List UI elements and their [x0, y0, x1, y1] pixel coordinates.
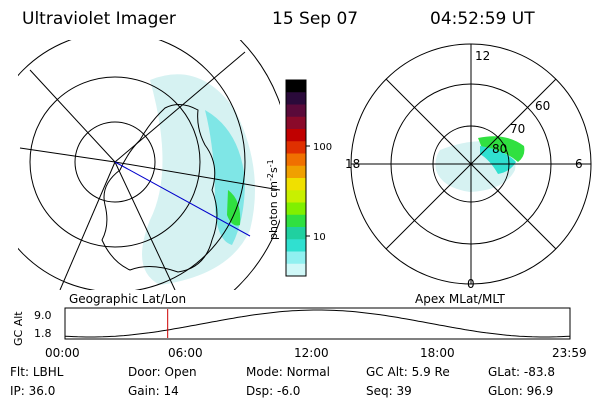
- status-glon: GLon: 96.9: [488, 384, 553, 398]
- coastline: [101, 104, 218, 273]
- status-door: Door: Open: [128, 365, 197, 379]
- meridian-2: [114, 161, 280, 191]
- status-glat: GLat: -83.8: [488, 365, 555, 379]
- colorbar-segment: [286, 104, 306, 118]
- meridian-6: [59, 161, 116, 290]
- timeline-frame: [64, 307, 571, 340]
- colorbar-segment: [286, 141, 306, 154]
- aurora-glow-bright: [227, 190, 241, 226]
- lat-circle-3: [18, 40, 246, 290]
- colorbar-segment: [286, 227, 306, 240]
- colorbar-segment: [286, 202, 306, 216]
- colorbar-unit-label: photon cm-2s-1: [266, 159, 280, 240]
- meridian-4: [29, 69, 116, 163]
- date-label: 15 Sep 07: [272, 9, 358, 29]
- geographic-map: [18, 40, 280, 290]
- timeline-xtick-1: 06:00: [168, 346, 203, 360]
- status-dsp: Dsp: -6.0: [246, 384, 300, 398]
- colorbar-segment: [286, 116, 306, 130]
- mlt-label-0: 0: [467, 277, 475, 291]
- geo-panel-label: Geographic Lat/Lon: [69, 292, 186, 306]
- colorbar-segment: [286, 178, 306, 191]
- status-footer: Flt: LBHL Door: Open Mode: Normal GC Alt…: [10, 365, 555, 398]
- timeline-ylabel: GC Alt: [12, 311, 25, 346]
- status-gc-alt: GC Alt: 5.9 Re: [366, 365, 450, 379]
- colorbar-segment: [286, 92, 306, 105]
- mlat-label-80: 80: [492, 142, 507, 156]
- colorbar-segment: [286, 165, 306, 179]
- instrument-title: Ultraviolet Imager: [22, 9, 176, 29]
- status-seq: Seq: 39: [366, 384, 412, 398]
- timeline-xtick-0: 00:00: [45, 346, 80, 360]
- timeline-ytick-bottom: 1.8: [34, 327, 52, 340]
- colorbar-segment: [286, 153, 306, 167]
- mlat-label-60: 60: [535, 99, 550, 113]
- colorbar-segment: [286, 80, 306, 93]
- meridian-3: [19, 147, 116, 163]
- timeline-xtick-2: 12:00: [294, 346, 329, 360]
- colorbar-frame: [285, 79, 307, 277]
- mlt-label-12: 12: [475, 49, 490, 63]
- colorbar-segment: [286, 129, 306, 142]
- status-mode: Mode: Normal: [246, 365, 330, 379]
- colorbar-segment: [286, 190, 306, 203]
- mlat-label-70: 70: [510, 122, 525, 136]
- polar-panel-label: Apex MLat/MLT: [415, 292, 505, 306]
- colorbar-segment: [286, 239, 306, 252]
- time-label: 04:52:59 UT: [430, 9, 535, 29]
- colorbar-tick-100: 100: [313, 142, 332, 153]
- lat-circle-1: [74, 121, 156, 203]
- altitude-timeline: GC Alt 9.0 1.8 00:00 06:00 12:00 18:00 2…: [12, 307, 587, 360]
- status-ip: IP: 36.0: [10, 384, 55, 398]
- mlt-label-6: 6: [575, 157, 583, 171]
- timeline-xtick-3: 18:00: [420, 346, 455, 360]
- status-flt: Flt: LBHL: [10, 365, 64, 379]
- colorbar-segment: [286, 263, 306, 277]
- colorbar: [285, 79, 307, 277]
- mlt-label-18: 18: [345, 157, 360, 171]
- lat-circle-2: [29, 76, 201, 248]
- polar-aurora-bright: [478, 136, 525, 162]
- polar-diagonal-2: [385, 78, 557, 250]
- polar-aurora-cyan: [480, 146, 516, 174]
- colorbar-tick-10: 10: [313, 232, 326, 243]
- status-gain: Gain: 14: [128, 384, 179, 398]
- timeline-xtick-4: 23:59: [552, 346, 587, 360]
- colorbar-segment: [286, 214, 306, 228]
- altitude-curve: [64, 309, 571, 338]
- sun-direction-line: [114, 161, 251, 237]
- timeline-ytick-top: 9.0: [34, 309, 52, 322]
- colorbar-segment: [286, 251, 306, 265]
- polar-plot: 12 18 6 0 60 70 80: [345, 43, 592, 291]
